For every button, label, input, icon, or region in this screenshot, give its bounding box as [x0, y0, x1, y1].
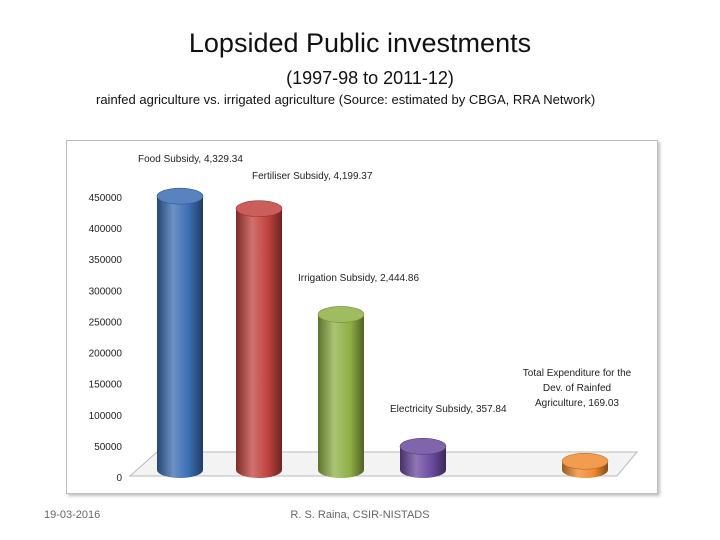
bar [561, 452, 609, 478]
y-tick-label: 0 [116, 473, 122, 484]
footer-date: 19-03-2016 [44, 509, 101, 521]
page-subtitle: (1997-98 to 2011-12) [286, 68, 454, 88]
bar-top [561, 452, 609, 470]
y-tick-label: 100000 [89, 411, 123, 422]
y-tick-label: 150000 [89, 380, 123, 391]
bar-body [236, 208, 282, 478]
bar-top [235, 200, 283, 217]
page-title: Lopsided Public investments [188, 28, 532, 58]
y-tick-label: 450000 [89, 193, 123, 204]
data-label: Fertiliser Subsidy, 4,199.37 [252, 171, 373, 182]
bar-top [317, 306, 365, 323]
y-tick-label: 250000 [89, 317, 123, 328]
y-tick-label: 50000 [94, 442, 122, 453]
data-labels: Food Subsidy, 4,329.34 Fertiliser Subsidy… [138, 154, 632, 415]
y-axis: 0 50000 100000 150000 200000 250000 300000 3500… [89, 193, 123, 484]
bar [399, 438, 447, 478]
bar-top [156, 187, 204, 205]
data-label: Irrigation Subsidy, 2,444.86 [298, 273, 419, 284]
source-note: rainfed agriculture vs. irrigated agricu… [96, 92, 596, 107]
data-label: Total Expenditure for the Dev. of Rainfed… [523, 368, 632, 409]
bar [156, 187, 204, 478]
bar-body [157, 196, 203, 478]
y-tick-label: 400000 [89, 224, 123, 235]
y-tick-label: 350000 [89, 255, 123, 266]
bar [235, 200, 283, 478]
y-tick-label: 200000 [89, 349, 123, 360]
bar-body [400, 446, 446, 478]
y-tick-label: 300000 [89, 286, 123, 297]
bar [317, 306, 365, 478]
data-label: Food Subsidy, 4,329.34 [138, 154, 243, 165]
data-label: Electricity Subsidy, 357.84 [390, 404, 507, 415]
bar-top [399, 438, 447, 455]
bars [156, 187, 609, 478]
footer-author: R. S. Raina, CSIR-NISTADS [290, 509, 430, 521]
bar-body [318, 314, 364, 478]
chart-floor [128, 451, 639, 477]
